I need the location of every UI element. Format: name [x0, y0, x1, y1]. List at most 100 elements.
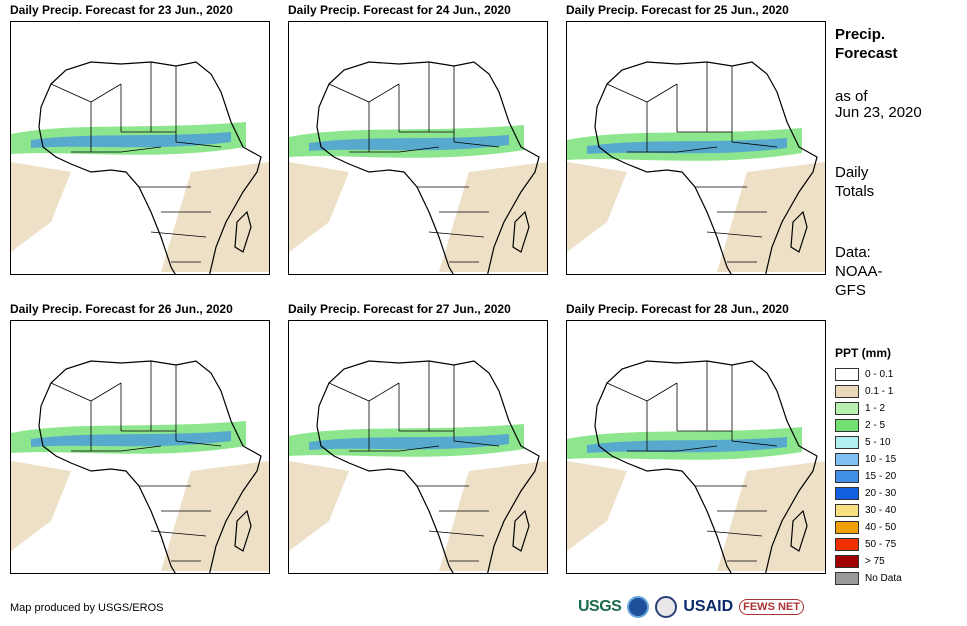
legend-swatch — [835, 436, 859, 449]
country-border — [606, 83, 678, 103]
legend-label: 1 - 2 — [865, 403, 886, 414]
country-border — [627, 445, 718, 452]
country-border — [627, 146, 718, 153]
heavy-rain-core — [587, 138, 787, 154]
country-border — [175, 141, 222, 148]
legend-swatch — [835, 487, 859, 500]
legend-item: > 75 — [835, 553, 955, 570]
africa-map-svg — [11, 360, 269, 573]
precip-map — [10, 320, 270, 574]
forecast-panel-5: Daily Precip. Forecast for 27 Jun., 2020 — [288, 302, 548, 574]
light-rain-area — [289, 461, 547, 571]
heavy-rain-core — [31, 132, 231, 148]
legend-item: 0 - 0.1 — [835, 366, 955, 383]
legend-item: 2 - 5 — [835, 417, 955, 434]
fews-net-logo: FEWS NET — [739, 599, 804, 615]
panel-title: Daily Precip. Forecast for 23 Jun., 2020 — [10, 3, 233, 17]
africa-coastline — [316, 360, 540, 573]
precip-map — [288, 21, 548, 275]
legend-label: 0.1 - 1 — [865, 386, 894, 397]
precip-map — [566, 21, 826, 275]
legend-title: PPT (mm) — [835, 346, 892, 360]
light-rain-area — [567, 461, 825, 571]
madagascar-outline — [790, 210, 808, 253]
legend-label: 30 - 40 — [865, 505, 897, 516]
country-border — [50, 83, 122, 103]
legend-label: 40 - 50 — [865, 522, 897, 533]
light-rain-area — [289, 162, 547, 272]
country-border — [428, 530, 485, 537]
legend-item: 50 - 75 — [835, 536, 955, 553]
legend-swatch — [835, 555, 859, 568]
data-label: Data: — [835, 244, 871, 261]
legend-label: 2 - 5 — [865, 420, 886, 431]
legend-label: 10 - 15 — [865, 454, 897, 465]
legend-label: 15 - 20 — [865, 471, 897, 482]
legend-item: 20 - 30 — [835, 485, 955, 502]
country-border — [71, 146, 162, 153]
africa-map-svg — [567, 360, 825, 573]
legend-swatch — [835, 385, 859, 398]
legend-label: 50 - 75 — [865, 539, 897, 550]
legend-swatch — [835, 453, 859, 466]
legend-label: 5 - 10 — [865, 437, 891, 448]
legend-item: 10 - 15 — [835, 451, 955, 468]
country-border — [175, 440, 222, 447]
legend-swatch — [835, 368, 859, 381]
light-rain-area — [11, 461, 269, 571]
side-title: Precip. Forecast — [835, 26, 898, 62]
madagascar-outline — [234, 509, 252, 552]
light-rain-area — [567, 162, 825, 272]
country-border — [71, 445, 162, 452]
country-border — [349, 146, 440, 153]
africa-coastline — [316, 61, 540, 274]
africa-coastline — [38, 360, 262, 573]
forecast-panel-6: Daily Precip. Forecast for 28 Jun., 2020 — [566, 302, 826, 574]
country-border — [328, 382, 400, 402]
precip-map — [10, 21, 270, 275]
country-border — [706, 530, 763, 537]
heavy-rain-core — [309, 434, 509, 450]
usaid-logo: USAID — [683, 598, 734, 615]
as-of-date: Jun 23, 2020 — [835, 104, 922, 121]
legend-item: 30 - 40 — [835, 502, 955, 519]
legend-label: 20 - 30 — [865, 488, 897, 499]
forecast-panel-3: Daily Precip. Forecast for 25 Jun., 2020 — [566, 3, 826, 275]
legend-swatch — [835, 538, 859, 551]
legend-item: 40 - 50 — [835, 519, 955, 536]
heavy-rain-core — [309, 135, 509, 151]
africa-map-svg — [289, 61, 547, 274]
legend-item: 0.1 - 1 — [835, 383, 955, 400]
legend-swatch — [835, 572, 859, 585]
legend-item: 5 - 10 — [835, 434, 955, 451]
country-border — [731, 141, 778, 148]
daily-totals-label: Daily Totals — [835, 164, 875, 200]
legend-item: 15 - 20 — [835, 468, 955, 485]
legend-swatch — [835, 402, 859, 415]
country-border — [453, 440, 500, 447]
panel-title: Daily Precip. Forecast for 24 Jun., 2020 — [288, 3, 511, 17]
country-border — [150, 231, 207, 238]
country-border — [731, 440, 778, 447]
panel-title: Daily Precip. Forecast for 27 Jun., 2020 — [288, 302, 511, 316]
forecast-panel-4: Daily Precip. Forecast for 26 Jun., 2020 — [10, 302, 270, 574]
legend-label: > 75 — [865, 556, 885, 567]
country-border — [428, 231, 485, 238]
usgs-logo: USGS — [578, 598, 622, 615]
legend-item: 1 - 2 — [835, 400, 955, 417]
legend-swatch — [835, 504, 859, 517]
legend-swatch — [835, 470, 859, 483]
heavy-rain-core — [587, 437, 787, 453]
africa-map-svg — [289, 360, 547, 573]
africa-map-svg — [11, 61, 269, 274]
light-rain-area — [11, 162, 269, 272]
as-of-label: as of — [835, 88, 868, 105]
state-dept-seal-icon — [655, 596, 678, 618]
credit-text: Map produced by USGS/EROS — [10, 602, 164, 614]
country-border — [150, 530, 207, 537]
panel-title: Daily Precip. Forecast for 26 Jun., 2020 — [10, 302, 233, 316]
panel-title: Daily Precip. Forecast for 28 Jun., 2020 — [566, 302, 789, 316]
data-source: NOAA-GFS — [835, 263, 883, 299]
legend-label: No Data — [865, 573, 902, 584]
country-border — [706, 231, 763, 238]
